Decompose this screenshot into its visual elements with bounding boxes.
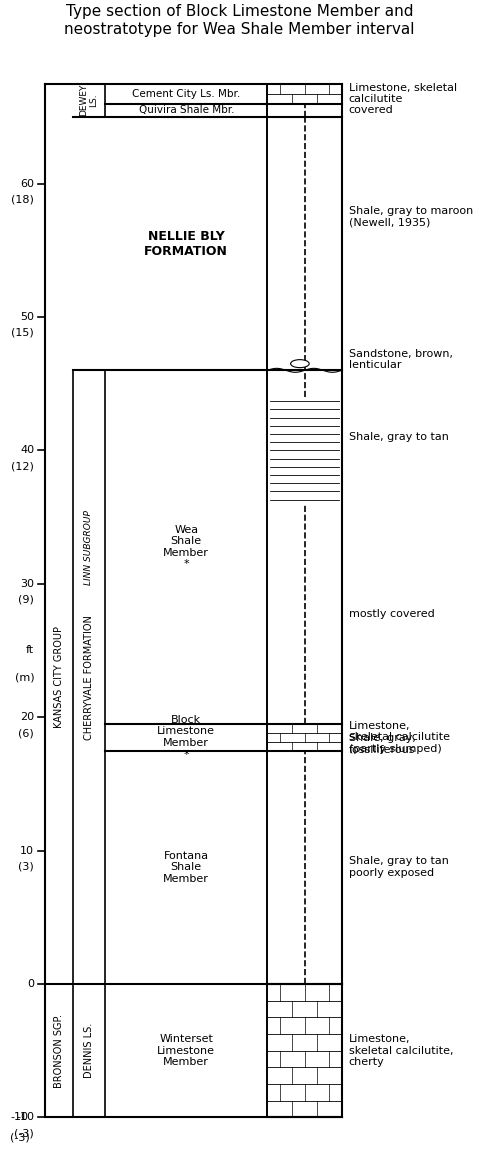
Text: Shale, gray to tan
poorly exposed: Shale, gray to tan poorly exposed — [348, 856, 448, 878]
Text: BRONSON SGP.: BRONSON SGP. — [54, 1014, 64, 1088]
Text: mostly covered: mostly covered — [348, 609, 434, 619]
Text: LINN SUBGROUP: LINN SUBGROUP — [84, 510, 94, 585]
Text: Block
Limestone
Member
*: Block Limestone Member * — [158, 715, 216, 760]
Text: Limestone,
skeletal calcilutite
(partly slumped): Limestone, skeletal calcilutite (partly … — [348, 721, 450, 754]
Ellipse shape — [290, 359, 309, 367]
Text: (-3): (-3) — [14, 1128, 34, 1138]
Text: Limestone, skeletal
calcilutite: Limestone, skeletal calcilutite — [348, 83, 457, 105]
Text: covered: covered — [348, 105, 394, 115]
Text: (m): (m) — [14, 672, 34, 683]
Text: Winterset
Limestone
Member: Winterset Limestone Member — [158, 1034, 216, 1067]
Text: Type section of Block Limestone Member and
neostratotype for Wea Shale Member in: Type section of Block Limestone Member a… — [64, 5, 415, 37]
Text: 50: 50 — [20, 312, 34, 322]
Text: DEWEY
LS.: DEWEY LS. — [79, 84, 98, 116]
Text: Fontana
Shale
Member: Fontana Shale Member — [164, 851, 209, 884]
Text: (3): (3) — [18, 862, 34, 871]
Text: Shale, gray to tan: Shale, gray to tan — [348, 432, 448, 442]
Text: (18): (18) — [12, 195, 34, 205]
Text: Shale, gray to maroon
(Newell, 1935): Shale, gray to maroon (Newell, 1935) — [348, 206, 473, 228]
Text: (6): (6) — [18, 729, 34, 738]
Text: Quivira Shale Mbr.: Quivira Shale Mbr. — [138, 105, 234, 115]
Text: (-3): (-3) — [10, 1133, 30, 1143]
Text: KANSAS CITY GROUP: KANSAS CITY GROUP — [54, 626, 64, 729]
Text: Shale, gray,
fossiliferous: Shale, gray, fossiliferous — [348, 733, 416, 755]
Text: NELLIE BLY
FORMATION: NELLIE BLY FORMATION — [144, 229, 228, 258]
Text: 40: 40 — [20, 445, 34, 456]
Text: Cement City Ls. Mbr.: Cement City Ls. Mbr. — [132, 89, 240, 99]
Text: 30: 30 — [20, 579, 34, 589]
Text: -10: -10 — [10, 1112, 28, 1122]
Text: (12): (12) — [12, 462, 34, 472]
Text: 10: 10 — [20, 846, 34, 855]
Text: Limestone,
skeletal calcilutite,
cherty: Limestone, skeletal calcilutite, cherty — [348, 1034, 453, 1067]
Text: Sandstone, brown,
lenticular: Sandstone, brown, lenticular — [348, 349, 453, 371]
Text: DENNIS LS.: DENNIS LS. — [84, 1023, 94, 1078]
Text: ft: ft — [26, 646, 34, 655]
Text: CHERRYVALE FORMATION: CHERRYVALE FORMATION — [84, 615, 94, 740]
Text: 20: 20 — [20, 712, 34, 722]
Text: 0: 0 — [27, 980, 34, 989]
Text: Wea
Shale
Member
*: Wea Shale Member * — [164, 525, 209, 570]
Text: -10: -10 — [16, 1112, 34, 1122]
Text: 60: 60 — [20, 178, 34, 189]
Text: (15): (15) — [12, 328, 34, 338]
Text: (9): (9) — [18, 595, 34, 604]
